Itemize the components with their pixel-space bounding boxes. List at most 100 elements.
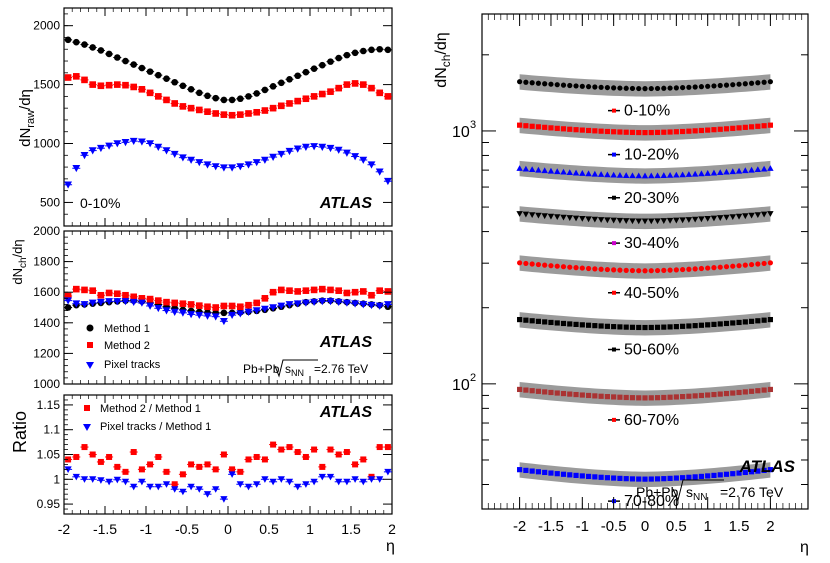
p0-s0-point — [351, 49, 359, 57]
p0-s2-point — [113, 140, 122, 148]
p2-xtick-label: 2 — [388, 521, 396, 537]
p3-s5-point — [585, 322, 592, 328]
p3-s7-point — [654, 476, 661, 482]
p3-s2-point — [654, 172, 661, 179]
p3-s4-point — [680, 266, 686, 273]
p0-s1-point — [319, 90, 326, 98]
p2-s0-point — [204, 461, 211, 468]
p3-s1-point — [761, 123, 767, 129]
p3-s6-point — [667, 394, 673, 400]
p2-s0-point — [114, 463, 121, 470]
p3-s5-point — [767, 316, 773, 323]
p3-s1-point — [523, 123, 529, 129]
p0-s1-point — [310, 93, 318, 100]
p2-s1-point — [121, 478, 130, 486]
p3-s5-point — [517, 316, 523, 323]
p3-label-0: 0-10% — [624, 103, 670, 120]
p1-s2-point — [343, 299, 351, 307]
p3-s3-point — [597, 217, 605, 223]
p0-s0-point — [114, 54, 121, 61]
p2-s1-point — [138, 478, 146, 486]
p0-s1-point — [343, 81, 351, 88]
p2-xtick-label: -0.5 — [175, 521, 199, 537]
p0-s0-point — [155, 71, 162, 79]
panel-ratio: 0.95 1 1.05 1.1 1.15 -2 -1.5 -1 -0.5 0 0.5 1 1.5 2 Ra… — [10, 394, 396, 555]
atlas-label-bottom: ATLAS — [319, 404, 372, 421]
p0-s2-point — [310, 143, 318, 151]
p0-s1-point — [327, 88, 334, 95]
atlas-label-middle: ATLAS — [319, 334, 372, 351]
p3-s6-point — [755, 388, 761, 394]
p3-s6-point — [604, 394, 610, 400]
p0-s1-point — [351, 80, 359, 87]
p2-s1-point — [105, 478, 113, 486]
p0-s2-point — [236, 163, 245, 171]
p3-s7-point — [686, 474, 692, 480]
p3-s1-point — [711, 127, 717, 133]
p3-s4-point — [542, 262, 548, 268]
legend-method2: Method 2 — [104, 340, 150, 352]
p1-s1-point — [155, 297, 162, 304]
p3-label-marker-6 — [612, 417, 616, 422]
p3-s3-point — [585, 216, 592, 223]
p0-s0-point — [294, 72, 302, 80]
p3-label-7: 70-80% — [624, 493, 679, 510]
p3-s2-point — [616, 171, 624, 178]
p0-s2-point — [203, 161, 212, 169]
p0-s0-point — [278, 79, 285, 87]
p0-s1-point — [237, 111, 244, 118]
p3-band-4 — [519, 255, 771, 279]
p3-s4-point — [711, 265, 717, 271]
p1-s1-point — [384, 288, 392, 295]
p3-s0-point — [623, 85, 629, 91]
p3-s5-point — [705, 322, 711, 328]
p3-s0-point — [560, 82, 567, 88]
collision-label-left: Pb+Pb — [243, 362, 280, 376]
p2-s1-point — [335, 478, 343, 486]
p3-s0-point — [592, 84, 598, 90]
p3-s3-point — [528, 212, 536, 219]
p2-s0-point — [343, 449, 350, 456]
p3-label-marker-3 — [612, 241, 616, 246]
p3-label-5: 50-60% — [624, 342, 679, 359]
p1-s1-point — [163, 298, 170, 306]
p3-s5-point — [611, 324, 617, 330]
p0-s0-point — [286, 75, 293, 83]
p2-s0-point — [155, 453, 162, 460]
p0-s0-point — [138, 64, 146, 72]
p1-s1-point — [105, 289, 113, 297]
p2-ytick-label: 1.15 — [37, 398, 61, 412]
p0-s1-point — [163, 96, 170, 104]
p0-s1-point — [253, 108, 260, 116]
p3-s5-point — [755, 318, 761, 324]
p3-s1-point — [673, 129, 679, 135]
p2-ytick-label: 1.1 — [43, 423, 60, 437]
p3-s7-point — [611, 475, 617, 481]
p0-s1-point — [105, 81, 113, 89]
p3-s3-point — [610, 217, 617, 224]
p3-s1-point — [554, 125, 560, 131]
p3-s2-point — [717, 169, 724, 176]
p3-s2-point — [729, 168, 736, 175]
p2-s1-point — [146, 483, 154, 491]
p1-s2-point — [187, 311, 195, 319]
centrality-ylabel: dNch/dη — [433, 32, 453, 87]
p3-s6-point — [730, 390, 736, 396]
p1-s2-point — [146, 302, 154, 310]
p1-s1-point — [261, 295, 269, 302]
p3-s7-point — [617, 475, 623, 481]
p2-s0-point — [294, 449, 301, 456]
p0-s0-point — [319, 61, 326, 69]
p3-s0-point — [585, 84, 592, 90]
p3-s1-point — [748, 124, 755, 130]
p1-s2-point — [384, 301, 392, 309]
p1-ytick-label: 1800 — [33, 255, 60, 269]
p3-s4-point — [742, 262, 748, 268]
p2-s0-point — [73, 453, 80, 460]
p3-s2-point — [685, 171, 693, 177]
p1-s2-point — [220, 317, 228, 326]
p3-s0-point — [654, 85, 661, 92]
p1-s2-point — [261, 305, 269, 313]
p3-s3-point — [742, 213, 749, 220]
p1-s1-point — [278, 286, 285, 294]
